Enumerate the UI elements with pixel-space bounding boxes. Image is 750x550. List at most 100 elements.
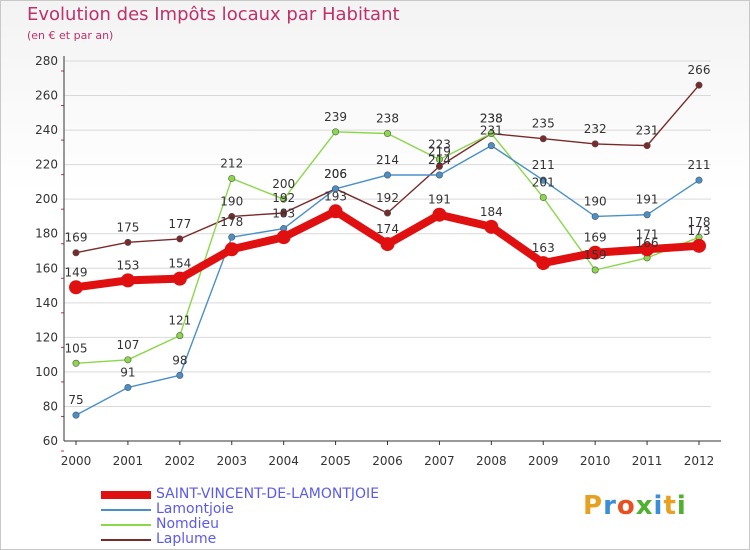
y-tick-label: 140 [35, 296, 58, 310]
data-point [176, 235, 184, 243]
data-point [124, 383, 132, 391]
data-label: 235 [532, 117, 555, 131]
data-label: 174 [376, 222, 399, 236]
data-label: 178 [688, 215, 711, 229]
data-label: 238 [480, 112, 503, 126]
data-label: 214 [428, 153, 451, 167]
y-tick-label: 80 [43, 399, 58, 413]
data-label: 231 [636, 124, 659, 138]
data-label: 159 [584, 248, 607, 262]
x-tick-label: 2007 [424, 454, 455, 468]
data-point [383, 171, 391, 179]
y-tick-label: 260 [35, 89, 58, 103]
data-label: 266 [688, 63, 711, 77]
data-point [695, 81, 703, 89]
y-tick-label: 180 [35, 227, 58, 241]
data-label: 183 [272, 207, 295, 221]
legend-swatch-laplume [101, 539, 151, 541]
x-tick-label: 2006 [372, 454, 403, 468]
data-point [588, 245, 603, 260]
data-point [124, 238, 132, 246]
data-point [539, 193, 547, 201]
legend-swatch-lamontjoie [101, 509, 151, 511]
data-point [591, 212, 599, 220]
data-point [643, 211, 651, 219]
data-point [332, 185, 340, 193]
data-point [380, 237, 395, 252]
y-tick-label: 240 [35, 123, 58, 137]
x-tick-label: 2003 [216, 454, 247, 468]
data-label: 238 [480, 112, 503, 126]
data-point [72, 359, 80, 367]
logo-letter: i [653, 491, 664, 521]
data-label: 206 [324, 167, 347, 181]
data-point [280, 209, 288, 217]
data-label: 231 [480, 124, 503, 138]
data-point [124, 356, 132, 364]
y-tick-label: 280 [35, 54, 58, 68]
data-label: 121 [168, 314, 191, 328]
data-point [228, 233, 236, 241]
data-label: 193 [324, 189, 347, 203]
data-point [536, 256, 551, 271]
data-label: 149 [65, 265, 88, 279]
x-tick-label: 2005 [320, 454, 351, 468]
legend-swatch-nomdieu [101, 524, 151, 526]
data-point [383, 130, 391, 138]
x-tick-label: 2012 [684, 454, 715, 468]
data-point [487, 142, 495, 150]
data-label: 105 [65, 341, 88, 355]
data-point [328, 204, 343, 219]
data-point [228, 212, 236, 220]
logo-letter: P [583, 491, 604, 521]
data-point [643, 142, 651, 150]
data-point [176, 332, 184, 340]
data-point [487, 130, 495, 138]
x-tick-label: 2009 [528, 454, 559, 468]
data-point [484, 219, 499, 234]
data-point [224, 242, 239, 257]
data-label: 191 [636, 193, 659, 207]
data-label: 211 [532, 158, 555, 172]
data-label: 184 [480, 205, 503, 219]
data-point [591, 266, 599, 274]
data-label: 177 [168, 217, 191, 231]
legend-label-saint-vincent: SAINT-VINCENT-DE-LAMONTJOIE [156, 486, 380, 502]
y-tick-label: 220 [35, 158, 58, 172]
data-label: 98 [172, 353, 187, 367]
data-label: 190 [584, 194, 607, 208]
data-label: 223 [428, 137, 451, 151]
data-point [692, 238, 706, 253]
data-label: 219 [428, 144, 451, 158]
y-tick-label: 160 [35, 261, 58, 275]
x-tick-label: 2011 [632, 454, 663, 468]
proxiti-logo: Proxiti [583, 491, 687, 521]
data-point [435, 155, 443, 163]
y-tick-label: 100 [35, 365, 58, 379]
data-label: 163 [532, 241, 555, 255]
data-point [432, 207, 447, 222]
data-label: 232 [584, 122, 607, 136]
data-label: 153 [116, 258, 139, 272]
x-tick-label: 2008 [476, 454, 507, 468]
data-point [276, 230, 291, 245]
x-tick-label: 2001 [113, 454, 144, 468]
data-point [435, 162, 443, 170]
data-label: 211 [688, 158, 711, 172]
data-label: 238 [376, 112, 399, 126]
x-tick-label: 2000 [61, 454, 92, 468]
data-label: 173 [688, 224, 711, 238]
y-tick-label: 120 [35, 330, 58, 344]
data-label: 154 [168, 257, 191, 271]
data-point [435, 171, 443, 179]
x-tick-label: 2010 [580, 454, 611, 468]
data-point [383, 209, 391, 217]
data-label: 75 [68, 393, 83, 407]
data-point [120, 273, 135, 288]
data-point [176, 371, 184, 379]
y-tick-label: 200 [35, 192, 58, 206]
chart-subtitle: (en € et par an) [27, 29, 114, 42]
data-point [280, 195, 288, 203]
